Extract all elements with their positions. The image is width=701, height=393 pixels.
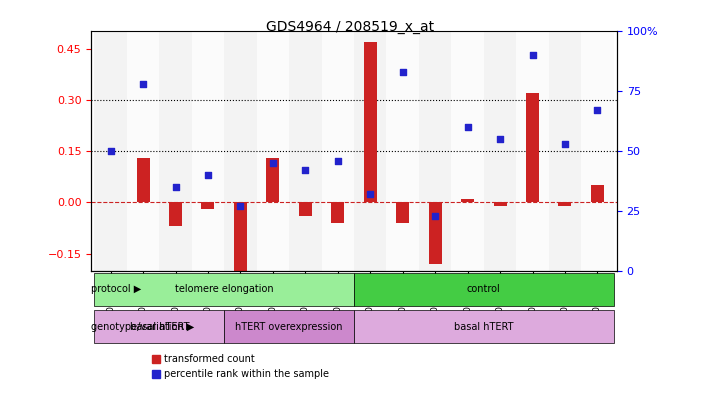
Point xyxy=(494,136,505,142)
Bar xyxy=(201,202,215,209)
Bar xyxy=(396,202,409,223)
FancyBboxPatch shape xyxy=(354,310,613,343)
FancyBboxPatch shape xyxy=(224,310,354,343)
Point xyxy=(137,81,149,87)
Bar xyxy=(159,31,192,271)
Bar xyxy=(169,202,182,226)
Point xyxy=(527,52,538,59)
FancyBboxPatch shape xyxy=(95,310,224,343)
Point xyxy=(332,158,343,164)
Bar xyxy=(428,202,442,264)
Text: basal hTERT: basal hTERT xyxy=(130,322,189,332)
Bar xyxy=(461,199,474,202)
Point xyxy=(235,203,246,209)
Text: hTERT overexpression: hTERT overexpression xyxy=(236,322,343,332)
Bar xyxy=(299,202,312,216)
Point xyxy=(559,141,571,147)
Bar xyxy=(549,31,581,271)
Bar xyxy=(581,31,613,271)
Bar xyxy=(419,31,451,271)
FancyBboxPatch shape xyxy=(95,273,354,306)
FancyBboxPatch shape xyxy=(354,273,613,306)
Bar xyxy=(95,31,127,271)
Legend: transformed count, percentile rank within the sample: transformed count, percentile rank withi… xyxy=(149,350,333,383)
Point xyxy=(105,148,116,154)
Bar xyxy=(137,158,149,202)
Text: basal hTERT: basal hTERT xyxy=(454,322,514,332)
Bar xyxy=(386,31,419,271)
Text: telomere elongation: telomere elongation xyxy=(175,285,273,294)
Bar xyxy=(289,31,322,271)
Text: control: control xyxy=(467,285,501,294)
Bar xyxy=(224,31,257,271)
Point xyxy=(365,191,376,197)
Text: GDS4964 / 208519_x_at: GDS4964 / 208519_x_at xyxy=(266,20,435,34)
Bar xyxy=(494,202,507,206)
Text: genotype/variation ▶: genotype/variation ▶ xyxy=(91,322,194,332)
Text: protocol ▶: protocol ▶ xyxy=(91,285,142,294)
Bar xyxy=(127,31,159,271)
Bar xyxy=(322,31,354,271)
Bar xyxy=(354,31,386,271)
Bar xyxy=(192,31,224,271)
Bar xyxy=(484,31,516,271)
Bar xyxy=(559,202,571,206)
Bar xyxy=(364,42,376,202)
Bar xyxy=(526,93,539,202)
Bar xyxy=(332,202,344,223)
Bar xyxy=(234,202,247,271)
Point xyxy=(592,107,603,114)
Point xyxy=(462,124,473,130)
Point xyxy=(430,213,441,219)
Bar xyxy=(266,158,280,202)
Bar xyxy=(257,31,289,271)
Bar xyxy=(591,185,604,202)
Point xyxy=(203,172,214,178)
Point xyxy=(170,184,181,190)
Point xyxy=(267,160,278,166)
Point xyxy=(300,167,311,173)
Bar xyxy=(451,31,484,271)
Bar xyxy=(516,31,549,271)
Point xyxy=(397,69,408,75)
